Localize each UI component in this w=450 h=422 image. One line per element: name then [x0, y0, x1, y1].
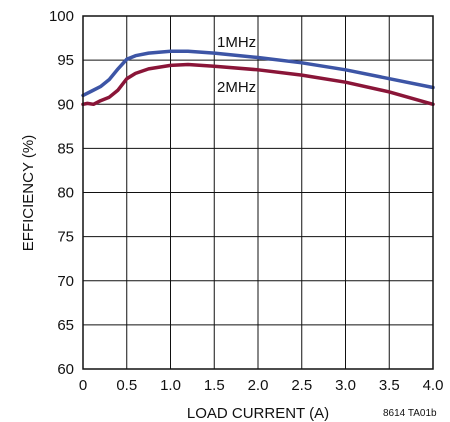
y-tick-label: 75: [57, 229, 74, 246]
grid: [83, 16, 433, 369]
series-label-1mhz: 1MHz: [217, 34, 256, 51]
x-axis-label: LOAD CURRENT (A): [187, 405, 329, 422]
x-tick-label: 0: [79, 377, 87, 394]
y-tick-label: 100: [49, 8, 74, 25]
series-line-1mhz: [81, 49, 435, 98]
x-tick-label: 1.0: [160, 377, 181, 394]
series-line-2mhz: [81, 62, 435, 107]
plot-frame: [82, 15, 434, 370]
y-tick-label: 65: [57, 317, 74, 334]
y-tick-label: 80: [57, 185, 74, 202]
y-tick-labels: 60 65 70 75 80 85 90 95 100: [49, 8, 74, 378]
y-tick-label: 60: [57, 361, 74, 378]
y-axis-label: EFFICIENCY (%): [20, 135, 37, 251]
x-tick-label: 1.5: [204, 377, 225, 394]
series-lines: [81, 49, 435, 107]
series-label-2mhz: 2MHz: [217, 79, 256, 96]
y-tick-label: 70: [57, 273, 74, 290]
x-tick-label: 2.0: [248, 377, 269, 394]
y-tick-label: 90: [57, 96, 74, 113]
figure-id: 8614 TA01b: [383, 408, 437, 419]
y-tick-label: 85: [57, 140, 74, 157]
x-tick-label: 3.5: [379, 377, 400, 394]
x-tick-label: 4.0: [423, 377, 444, 394]
x-tick-label: 0.5: [116, 377, 137, 394]
y-tick-label: 95: [57, 52, 74, 69]
x-tick-label: 2.5: [291, 377, 312, 394]
x-tick-labels: 0 0.5 1.0 1.5 2.0 2.5 3.0 3.5 4.0: [79, 377, 444, 394]
x-tick-label: 3.0: [335, 377, 356, 394]
